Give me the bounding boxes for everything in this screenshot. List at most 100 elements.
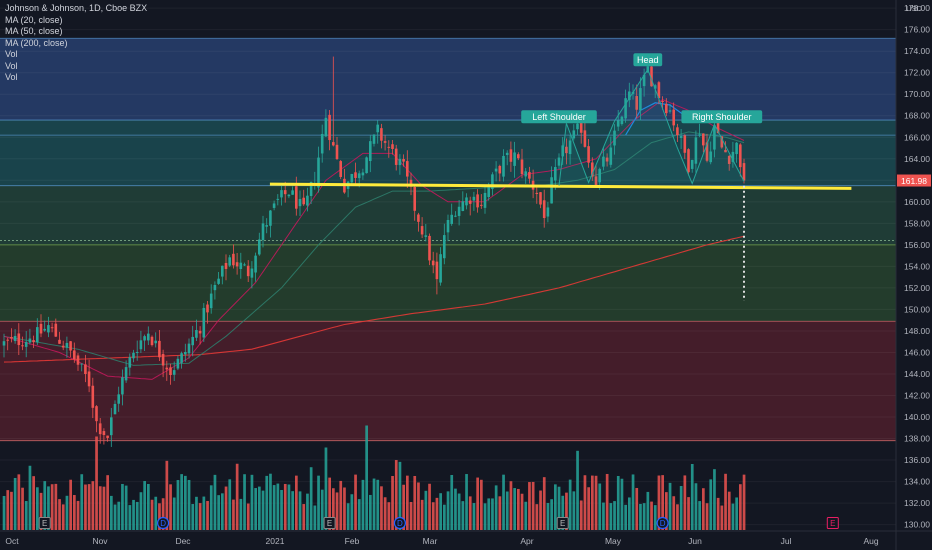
candle[interactable] xyxy=(457,199,461,226)
candle[interactable] xyxy=(565,138,568,165)
candle[interactable] xyxy=(217,272,220,285)
candle[interactable] xyxy=(28,328,32,345)
candle[interactable] xyxy=(424,223,428,242)
candle[interactable] xyxy=(306,187,309,212)
candle[interactable] xyxy=(535,184,539,204)
candle[interactable] xyxy=(6,337,9,351)
pattern-overlay[interactable]: Left Shoulder Head Right Shoulder xyxy=(269,53,852,301)
candle[interactable] xyxy=(468,196,472,216)
candle[interactable] xyxy=(261,215,265,248)
candle[interactable] xyxy=(454,211,457,218)
candle[interactable] xyxy=(483,185,487,214)
candle[interactable] xyxy=(557,153,561,170)
candle[interactable] xyxy=(539,192,542,209)
candle[interactable] xyxy=(61,340,65,351)
candle[interactable] xyxy=(195,319,198,341)
candle[interactable] xyxy=(43,320,46,332)
candle[interactable] xyxy=(243,262,246,267)
candle[interactable] xyxy=(609,136,613,168)
candle[interactable] xyxy=(524,168,527,184)
event-marker-1[interactable]: D xyxy=(157,516,170,530)
candle[interactable] xyxy=(228,254,231,268)
candle[interactable] xyxy=(147,326,150,346)
candle[interactable] xyxy=(47,316,50,338)
candle[interactable] xyxy=(17,323,21,356)
candle[interactable] xyxy=(235,253,239,275)
candle[interactable] xyxy=(339,159,342,180)
candle[interactable] xyxy=(272,200,276,211)
candle[interactable] xyxy=(653,83,657,99)
candle[interactable] xyxy=(135,340,139,361)
candle[interactable] xyxy=(694,130,698,173)
candle[interactable] xyxy=(491,172,494,196)
event-marker-3[interactable]: D xyxy=(393,516,406,530)
candle[interactable] xyxy=(446,214,450,242)
candle[interactable] xyxy=(613,124,616,155)
candle[interactable] xyxy=(106,435,109,442)
candle[interactable] xyxy=(513,141,516,178)
candle[interactable] xyxy=(509,141,513,172)
candle[interactable] xyxy=(602,147,605,171)
candle[interactable] xyxy=(291,186,294,195)
candle[interactable] xyxy=(735,141,738,163)
candle[interactable] xyxy=(328,109,331,151)
candle[interactable] xyxy=(616,109,620,131)
candle[interactable] xyxy=(394,144,398,171)
candle[interactable] xyxy=(54,318,58,337)
candle[interactable] xyxy=(683,134,687,159)
candle[interactable] xyxy=(657,80,661,105)
candle[interactable] xyxy=(439,247,442,286)
candle[interactable] xyxy=(369,134,372,173)
candle[interactable] xyxy=(387,140,391,158)
candle[interactable] xyxy=(335,137,339,160)
candle[interactable] xyxy=(624,89,627,123)
candle[interactable] xyxy=(24,331,28,358)
candle[interactable] xyxy=(668,103,672,114)
candle[interactable] xyxy=(320,124,324,163)
candle[interactable] xyxy=(698,123,701,138)
legend-vol-2[interactable]: Vol xyxy=(5,60,18,71)
candle[interactable] xyxy=(76,353,80,371)
candle[interactable] xyxy=(498,164,502,182)
event-marker-0[interactable]: E xyxy=(38,517,51,529)
candle[interactable] xyxy=(372,133,376,147)
candle[interactable] xyxy=(465,193,468,210)
candle[interactable] xyxy=(324,109,328,138)
event-marker-5[interactable]: D xyxy=(656,516,669,530)
candle[interactable] xyxy=(221,265,224,285)
candle[interactable] xyxy=(376,120,379,144)
candle[interactable] xyxy=(139,330,143,354)
candle[interactable] xyxy=(505,150,509,166)
candle[interactable] xyxy=(587,139,590,168)
candle[interactable] xyxy=(727,155,731,171)
candle[interactable] xyxy=(87,359,91,393)
candle[interactable] xyxy=(665,98,668,117)
candle[interactable] xyxy=(102,428,106,445)
candle[interactable] xyxy=(517,152,520,161)
candle[interactable] xyxy=(10,328,13,343)
candle[interactable] xyxy=(620,115,624,126)
candle[interactable] xyxy=(58,331,61,344)
candle[interactable] xyxy=(154,332,157,348)
candle[interactable] xyxy=(246,260,250,283)
candle[interactable] xyxy=(332,56,335,147)
candles[interactable] xyxy=(2,56,746,447)
candle[interactable] xyxy=(117,386,120,412)
candle[interactable] xyxy=(265,218,268,234)
candle[interactable] xyxy=(110,407,113,447)
candle[interactable] xyxy=(428,233,431,266)
candle[interactable] xyxy=(398,154,402,175)
candle[interactable] xyxy=(354,162,357,186)
candle[interactable] xyxy=(391,139,394,155)
candle[interactable] xyxy=(431,251,435,274)
pattern-label-0[interactable]: Left Shoulder xyxy=(521,110,597,124)
candle[interactable] xyxy=(250,261,254,289)
pattern-label-2[interactable]: Right Shoulder xyxy=(681,110,763,124)
candle[interactable] xyxy=(591,157,594,181)
candle[interactable] xyxy=(380,123,383,149)
candle[interactable] xyxy=(165,360,169,381)
candle[interactable] xyxy=(161,349,165,378)
candle[interactable] xyxy=(32,335,35,349)
